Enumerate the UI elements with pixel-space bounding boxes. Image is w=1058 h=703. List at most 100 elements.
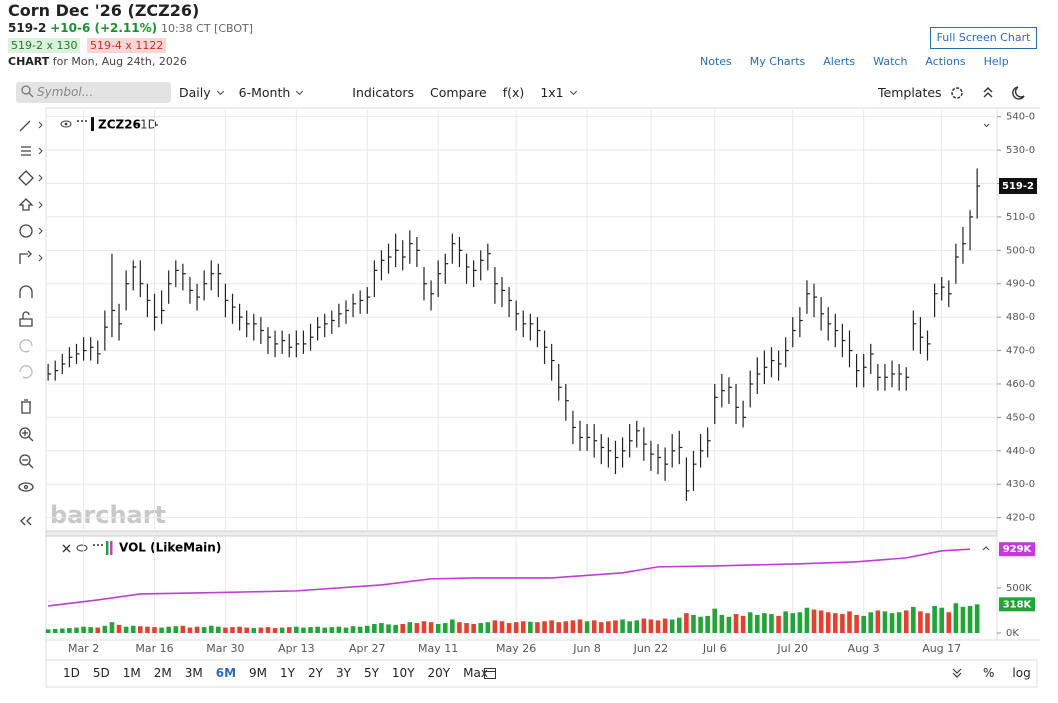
tool-zoom-in[interactable]	[22, 430, 34, 442]
tool-magnet[interactable]	[19, 285, 33, 298]
header-link[interactable]: Actions	[925, 55, 966, 68]
x-tick-label: Mar 2	[68, 642, 99, 655]
header-link[interactable]: Help	[983, 55, 1009, 68]
eye-icon[interactable]	[60, 120, 72, 128]
tool-zoom-out[interactable]	[22, 459, 34, 469]
symbol-title: Corn Dec '26 (ZCZ26)	[8, 1, 200, 20]
more-icon[interactable]	[93, 544, 103, 546]
tool-measure[interactable]	[19, 250, 32, 264]
full-screen-button[interactable]: Full Screen Chart	[930, 27, 1037, 49]
tool-lock[interactable]	[19, 311, 33, 327]
symbol-search[interactable]: Symbol...	[16, 82, 171, 103]
volume-bar	[648, 619, 654, 633]
volume-bar	[145, 626, 150, 633]
period-button[interactable]: 20Y	[427, 666, 451, 680]
tool-fib[interactable]	[21, 146, 31, 156]
period-button[interactable]: 5Y	[363, 666, 379, 680]
volume-bar	[939, 607, 944, 633]
tool-note[interactable]	[19, 224, 33, 238]
volume-bar	[457, 622, 462, 633]
period-button[interactable]: 1Y	[280, 666, 296, 680]
period-button[interactable]: 2M	[153, 666, 172, 680]
settings-icon[interactable]	[951, 87, 963, 99]
volume-bar	[95, 627, 101, 633]
toolbar-item[interactable]: Indicators	[352, 85, 415, 100]
volume-bar	[691, 614, 696, 633]
tool-redo[interactable]	[19, 365, 33, 379]
period-button[interactable]: 3Y	[335, 666, 351, 680]
tool-arrow[interactable]	[18, 198, 34, 211]
volume-bar	[627, 621, 632, 633]
toolbar-item[interactable]: Daily	[179, 85, 223, 100]
volume-bar	[201, 627, 207, 633]
tool-line[interactable]	[19, 120, 31, 132]
period-button[interactable]: 1D	[63, 666, 80, 680]
tool-expand[interactable]	[38, 121, 43, 262]
tool-zoom-out[interactable]	[19, 454, 31, 466]
close-study[interactable]	[62, 544, 71, 553]
volume-bar	[379, 623, 384, 633]
volume-bar	[485, 622, 491, 633]
volume-bar	[343, 627, 349, 633]
volume-bar	[854, 614, 859, 633]
chart-label: CHART	[8, 55, 50, 68]
collapse-pane[interactable]	[982, 546, 990, 551]
collapse-sidebar[interactable]	[20, 516, 32, 526]
theme-icon[interactable]	[1012, 86, 1025, 100]
period-button[interactable]: 2Y	[308, 666, 323, 680]
plot-layer	[45, 110, 997, 638]
search-placeholder[interactable]: Symbol...	[37, 85, 94, 99]
expand-icon[interactable]	[950, 666, 964, 680]
volume-bar	[506, 623, 512, 633]
period-button[interactable]: 5D	[92, 666, 110, 680]
search-icon	[21, 85, 34, 98]
volume-bar	[421, 621, 427, 633]
volume-bar	[634, 620, 640, 633]
volume-bar	[478, 623, 484, 633]
volume-bar	[166, 626, 171, 633]
toolbar-item[interactable]: Compare	[430, 85, 487, 100]
tool-delete[interactable]	[21, 399, 31, 414]
header-link[interactable]: Notes	[700, 55, 732, 68]
tool-visibility[interactable]	[18, 482, 34, 492]
scale-option[interactable]: log	[1012, 666, 1031, 680]
study-swatch	[110, 541, 113, 555]
period-button[interactable]: 10Y	[391, 666, 415, 680]
volume-bar	[542, 621, 547, 633]
header-link[interactable]: My Charts	[749, 55, 806, 68]
more-icon[interactable]	[77, 120, 87, 122]
volume-bar	[102, 625, 108, 633]
collapse-pane[interactable]	[983, 123, 990, 128]
header-link[interactable]: Watch	[873, 55, 908, 68]
volume-bar	[591, 620, 597, 633]
volume-bar	[606, 621, 611, 633]
last-value-badge	[999, 597, 1035, 612]
toolbar-item[interactable]: 6-Month	[239, 85, 303, 100]
volume-bar	[208, 625, 214, 633]
period-button[interactable]: Max	[463, 666, 488, 680]
volume-bar	[244, 627, 249, 633]
tool-undo[interactable]	[19, 339, 33, 353]
period-button[interactable]: 1M	[122, 666, 141, 680]
study-swatch	[106, 541, 109, 555]
toolbar: Daily 6-Month Indicators Compare f(x) 1x1	[179, 85, 592, 100]
x-tick-label: Mar 16	[135, 642, 173, 655]
toolbar-item[interactable]: f(x)	[502, 85, 525, 100]
volume-bar	[322, 627, 328, 633]
eye-icon[interactable]	[76, 544, 88, 552]
scale-option[interactable]: %	[983, 666, 995, 680]
templates-button[interactable]: Templates	[878, 85, 942, 100]
period-button[interactable]: 9M	[249, 666, 268, 680]
volume-bar	[946, 612, 952, 633]
tool-shape[interactable]	[18, 170, 34, 186]
full-screen-label[interactable]: Full Screen Chart	[936, 31, 1031, 44]
period-button[interactable]: 6M	[215, 666, 237, 680]
y-tick-label: 530-0	[1006, 145, 1035, 156]
period-button[interactable]: 3M	[184, 666, 203, 680]
calendar-icon[interactable]	[483, 666, 497, 680]
tool-visibility[interactable]	[23, 484, 29, 490]
collapse-icon[interactable]	[983, 87, 993, 98]
toolbar-item[interactable]: 1x1	[540, 85, 575, 100]
header-link[interactable]: Alerts	[823, 55, 856, 68]
tool-zoom-in[interactable]	[19, 427, 31, 439]
